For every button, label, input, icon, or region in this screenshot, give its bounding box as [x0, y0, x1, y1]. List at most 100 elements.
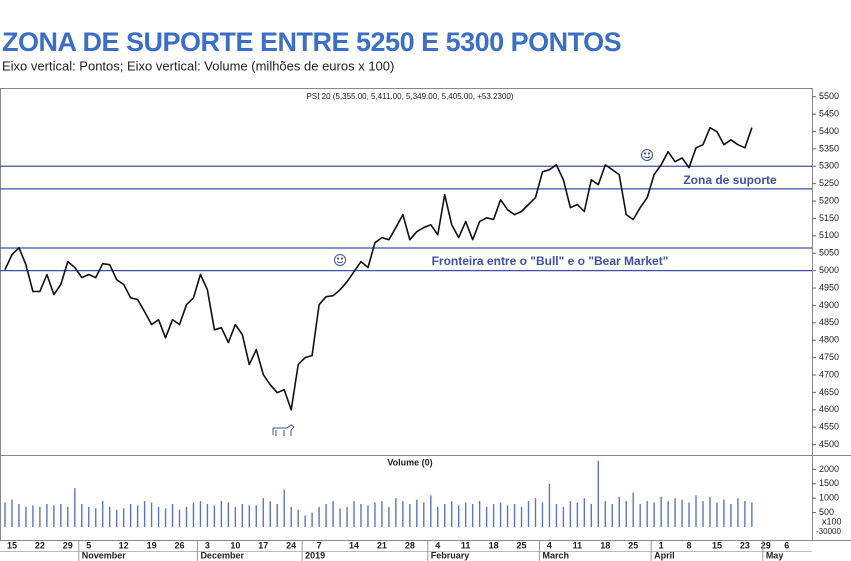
volume-bar [730, 503, 732, 527]
volume-bar [297, 509, 299, 527]
bull-icon [272, 424, 295, 436]
volume-bar [583, 498, 586, 527]
volume-bar [569, 501, 572, 527]
y-tick-label: 5300 [819, 161, 839, 171]
month-label: May [766, 550, 784, 560]
volume-bar [534, 498, 537, 527]
y-tick-label: 1000 [819, 493, 839, 503]
x-tick-label: 25 [628, 540, 638, 550]
annotation: Fronteira entre o "Bull" e o "Bear Marke… [432, 254, 669, 268]
volume-bar [311, 512, 313, 527]
volume-bar [283, 489, 285, 527]
volume-bar [67, 506, 69, 527]
volume-bar [220, 501, 223, 527]
unit-label: -30000 [816, 527, 841, 536]
volume-bar [520, 506, 523, 527]
volume-bar [102, 501, 104, 527]
volume-bar [185, 506, 188, 527]
x-tick-label: 7 [317, 540, 322, 550]
volume-bar [18, 503, 20, 527]
volume-bar [395, 498, 397, 527]
volume-bar [171, 503, 174, 527]
volume-bar [318, 506, 320, 527]
y-tick-label: 5400 [819, 126, 839, 136]
volume-bar [485, 506, 488, 527]
x-tick-label: 10 [230, 540, 240, 550]
page-subtitle: Eixo vertical: Pontos; Eixo vertical: Vo… [2, 58, 394, 73]
volume-bar [276, 503, 278, 527]
x-tick-label: 5 [86, 540, 91, 550]
volume-bar [122, 508, 125, 527]
x-tick-label: 4 [435, 540, 440, 550]
x-tick-label: 6 [784, 540, 789, 550]
volume-bar [471, 503, 474, 527]
volume-bar [744, 501, 746, 527]
volume-bar [255, 505, 257, 527]
volume-bar [360, 503, 362, 527]
volume-bar [206, 503, 209, 527]
volume-bar [492, 503, 495, 527]
volume-bar [143, 501, 146, 527]
volume-bar [541, 502, 544, 527]
plot-frame [0, 88, 813, 541]
volume-bar [95, 508, 97, 527]
x-tick-label: 15 [712, 540, 722, 550]
series-label: PSI 20 (5,355.00, 5,411.00, 5,349.00, 5,… [307, 92, 514, 101]
volume-bar [269, 501, 271, 527]
volume-bar [437, 506, 439, 527]
x-tick-label: 24 [286, 540, 296, 550]
x-tick-label: 18 [600, 540, 610, 550]
y-tick-label: 5000 [819, 265, 839, 275]
volume-bar [688, 502, 690, 527]
volume-bar [667, 501, 669, 527]
y-tick-label: 500 [819, 507, 834, 517]
volume-bar [478, 501, 481, 527]
x-tick-label: 4 [547, 540, 552, 550]
volume-bar [129, 503, 132, 527]
volume-bar [88, 506, 90, 527]
volume-bar [458, 505, 460, 527]
volume-bar [709, 496, 711, 527]
volume-bar [499, 502, 502, 527]
volume-bar [353, 501, 355, 527]
annotation: Zona de suporte [683, 173, 777, 187]
volume-bar [464, 502, 467, 527]
month-label: November [82, 550, 127, 560]
volume-bar [388, 506, 390, 527]
volume-bar [695, 495, 697, 527]
volume-bar [625, 501, 627, 527]
volume-bar [618, 496, 620, 527]
price-line [4, 126, 753, 411]
y-tick-label: 5050 [819, 248, 839, 258]
volume-bar [702, 501, 704, 527]
y-tick-label: 4900 [819, 300, 839, 310]
y-tick-label: 4950 [819, 282, 839, 292]
volume-bar [381, 501, 383, 527]
volume-label: Volume (0) [387, 457, 432, 467]
volume-bar [115, 509, 118, 527]
month-label: December [200, 550, 244, 560]
y-tick-label: 4800 [819, 335, 839, 345]
volume-bar [674, 498, 676, 527]
volume-bar [430, 495, 432, 527]
month-label: April [654, 550, 675, 560]
volume-bar [213, 505, 216, 527]
volume-bar [562, 506, 565, 527]
x-tick-label: 25 [517, 540, 527, 550]
volume-bar [227, 502, 230, 527]
volume-bar [716, 502, 718, 527]
volume-bar [527, 501, 530, 527]
volume-bar [513, 503, 516, 527]
volume-bar [290, 506, 292, 527]
y-tick-label: 1500 [819, 478, 839, 488]
month-label: March [542, 550, 569, 560]
volume-bar [157, 506, 160, 527]
volume-bar [681, 499, 683, 527]
volume-bar [374, 502, 376, 527]
y-tick-label: 4650 [819, 387, 839, 397]
month-label: February [431, 550, 470, 560]
month-label: 2019 [305, 550, 325, 560]
volume-bar [325, 503, 327, 527]
y-tick-label: 5200 [819, 195, 839, 205]
